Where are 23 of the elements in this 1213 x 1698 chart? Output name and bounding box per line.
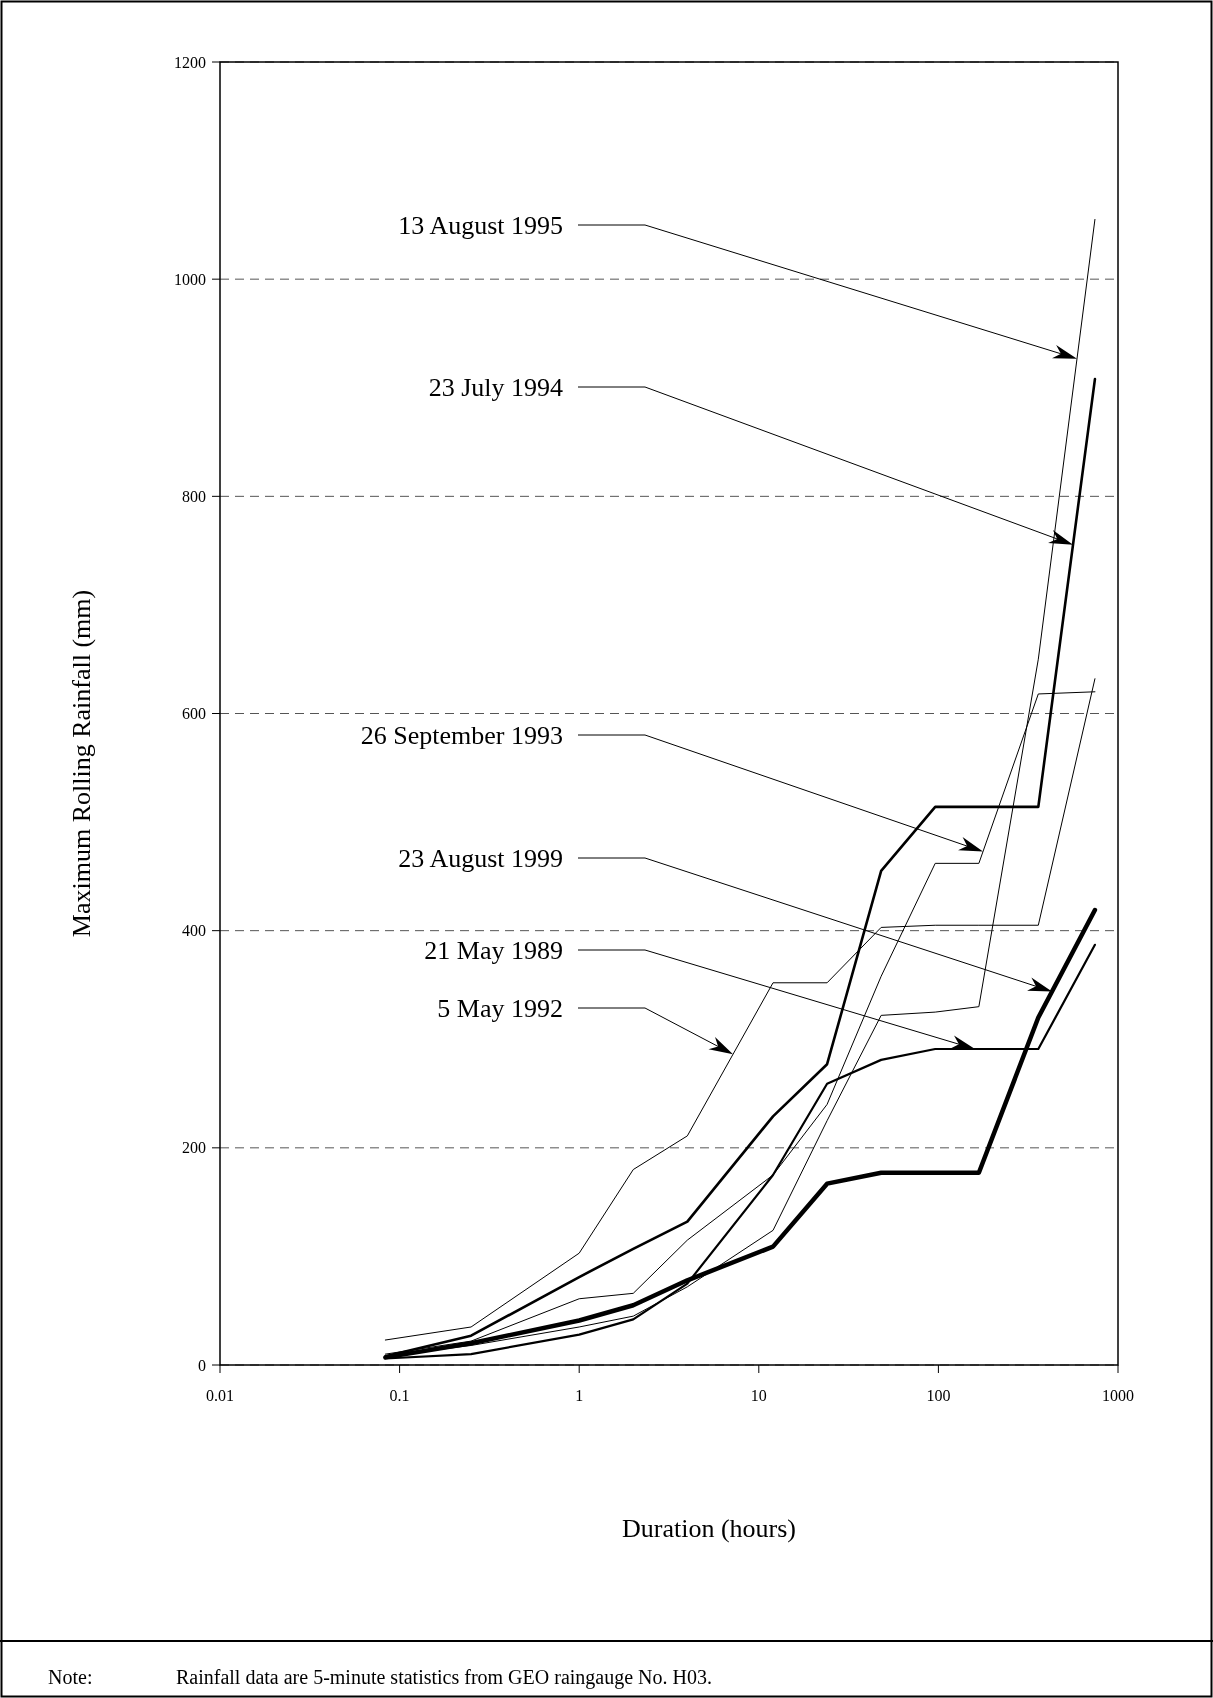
y-tick-label: 200 <box>182 1139 206 1157</box>
annotation: 23 July 1994 <box>428 373 563 403</box>
x-tick-label: 100 <box>926 1387 951 1404</box>
x-axis-title: Duration (hours) <box>621 1514 797 1543</box>
y-tick-label: 1000 <box>174 270 206 288</box>
x-tick-label: 0.01 <box>206 1387 234 1404</box>
y-tick-label: 0 <box>198 1356 206 1374</box>
text: Note: <box>48 1666 93 1688</box>
x-tick-label: 0.1 <box>389 1387 410 1404</box>
y-tick-label: 400 <box>182 922 206 940</box>
text: Rainfall data are 5-minute statistics from GEO raingauge No. H03. <box>176 1666 712 1689</box>
y-tick-label: 800 <box>182 487 206 505</box>
x-tick-label: 1000 <box>1102 1387 1134 1404</box>
x-tick-label: 10 <box>750 1387 767 1404</box>
y-axis-title: Maximum Rolling Rainfall (mm) <box>67 589 96 938</box>
annotation: 21 May 1989 <box>424 936 563 966</box>
annotation: 13 August 1995 <box>398 211 563 241</box>
annotation: 26 September 1993 <box>360 721 563 751</box>
y-tick-label: 600 <box>182 705 206 723</box>
annotation: 5 May 1992 <box>437 994 563 1024</box>
x-tick-label: 1 <box>575 1387 584 1404</box>
annotation: 23 August 1999 <box>398 844 563 874</box>
y-tick-label: 1200 <box>174 53 206 71</box>
